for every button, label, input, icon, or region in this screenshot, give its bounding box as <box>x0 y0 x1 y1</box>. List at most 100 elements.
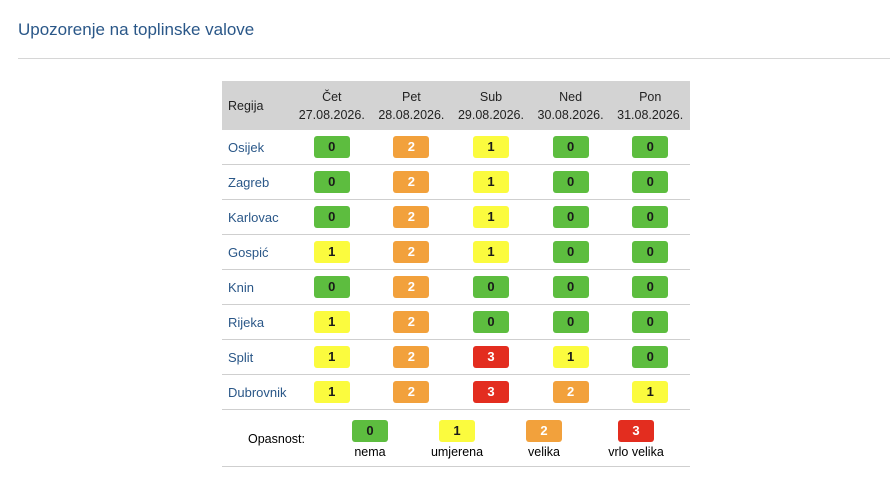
day-date: 30.08.2026. <box>537 107 604 122</box>
table-row: Gospić 1 2 1 0 0 <box>222 234 690 270</box>
warning-level-badge: 0 <box>552 311 589 333</box>
day-date: 29.08.2026. <box>457 107 524 122</box>
warning-cell: 1 <box>610 374 690 410</box>
region-name[interactable]: Dubrovnik <box>222 374 292 410</box>
day-name: Pet <box>402 89 421 104</box>
legend-text: umjerena <box>430 445 484 459</box>
day-name: Čet <box>322 89 342 104</box>
warning-cell: 0 <box>451 269 531 305</box>
day-column-header: Čet 27.08.2026. <box>292 81 372 130</box>
warning-level-badge: 3 <box>472 346 509 368</box>
table-row: Split 1 2 3 1 0 <box>222 339 690 375</box>
warning-cell: 2 <box>371 130 452 165</box>
warning-level-badge: 0 <box>632 346 669 368</box>
warning-cell: 0 <box>292 269 372 305</box>
warning-level-badge: 0 <box>552 206 589 228</box>
warning-cell: 2 <box>371 339 452 375</box>
day-date: 28.08.2026. <box>378 107 445 122</box>
warning-cell: 2 <box>530 374 611 410</box>
warning-level-badge: 1 <box>313 381 350 403</box>
warning-level-badge: 2 <box>393 311 430 333</box>
warning-level-badge: 1 <box>472 171 509 193</box>
warning-level-badge: 2 <box>393 381 430 403</box>
warning-cell: 1 <box>451 234 531 270</box>
legend-text: vrlo velika <box>608 445 664 459</box>
warning-level-badge: 0 <box>632 171 669 193</box>
table-row: Karlovac 0 2 1 0 0 <box>222 199 690 235</box>
warning-level-badge: 0 <box>632 241 669 263</box>
warning-level-badge: 1 <box>313 311 350 333</box>
legend-item-vrlo-velika: 3 vrlo velika <box>596 420 676 460</box>
table-row: Rijeka 1 2 0 0 0 <box>222 304 690 340</box>
legend-text: velika <box>528 445 560 459</box>
warning-cell: 0 <box>610 234 690 270</box>
warning-level-badge: 0 <box>632 206 669 228</box>
legend: Opasnost: 0 nema 1 umjerena 2 velika 3 v… <box>222 410 690 467</box>
region-name[interactable]: Karlovac <box>222 199 292 235</box>
warning-level-badge: 1 <box>313 241 350 263</box>
region-name[interactable]: Knin <box>222 269 292 305</box>
warning-cell: 2 <box>371 199 452 235</box>
warning-cell: 2 <box>371 269 452 305</box>
warning-level-badge: 2 <box>393 206 430 228</box>
warning-cell: 3 <box>451 339 531 375</box>
table-header-row: Regija Čet 27.08.2026. Pet 28.08.2026. S… <box>222 81 690 130</box>
warning-cell: 0 <box>610 130 690 165</box>
day-name: Pon <box>639 89 662 104</box>
warning-cell: 0 <box>451 304 531 340</box>
day-column-header: Pon 31.08.2026. <box>610 81 690 130</box>
warning-level-badge: 1 <box>313 346 350 368</box>
warning-cell: 0 <box>530 199 611 235</box>
warning-level-badge: 2 <box>552 381 589 403</box>
legend-badge: 0 <box>352 420 388 442</box>
page-title: Upozorenje na toplinske valove <box>18 20 255 39</box>
day-column-header: Sub 29.08.2026. <box>451 81 531 130</box>
warning-cell: 1 <box>292 304 372 340</box>
warning-level-badge: 0 <box>552 136 589 158</box>
legend-item-velika: 2 velika <box>504 420 584 460</box>
warning-cell: 0 <box>530 130 611 165</box>
warning-cell: 2 <box>371 304 452 340</box>
warning-cell: 0 <box>530 304 611 340</box>
warning-cell: 1 <box>530 339 611 375</box>
region-name[interactable]: Gospić <box>222 234 292 270</box>
warning-level-badge: 1 <box>472 136 509 158</box>
warning-cell: 1 <box>292 339 372 375</box>
table-body: Osijek 0 2 1 0 0 Zagreb 0 2 1 0 0 Karlovac 0 2 1 0 0 Gospi… <box>222 130 690 410</box>
warning-cell: 1 <box>451 130 531 165</box>
legend-text: nema <box>354 445 386 459</box>
warning-cell: 0 <box>292 164 372 200</box>
warning-level-badge: 1 <box>472 241 509 263</box>
warning-table-container: Regija Čet 27.08.2026. Pet 28.08.2026. S… <box>222 81 690 467</box>
warning-level-badge: 0 <box>313 206 350 228</box>
warning-level-badge: 0 <box>552 241 589 263</box>
region-name[interactable]: Osijek <box>222 130 292 165</box>
day-name: Ned <box>559 89 583 104</box>
warning-level-badge: 2 <box>393 136 430 158</box>
region-name[interactable]: Split <box>222 339 292 375</box>
warning-level-badge: 3 <box>472 381 509 403</box>
legend-label: Opasnost: <box>248 432 305 446</box>
warning-level-badge: 0 <box>632 276 669 298</box>
region-name[interactable]: Zagreb <box>222 164 292 200</box>
warning-level-badge: 0 <box>632 311 669 333</box>
region-column-header: Regija <box>222 81 292 130</box>
day-column-header: Pet 28.08.2026. <box>371 81 452 130</box>
warning-cell: 0 <box>610 164 690 200</box>
day-column-header: Ned 30.08.2026. <box>530 81 611 130</box>
region-name[interactable]: Rijeka <box>222 304 292 340</box>
warning-table: Regija Čet 27.08.2026. Pet 28.08.2026. S… <box>222 81 690 410</box>
warning-cell: 0 <box>610 304 690 340</box>
table-row: Zagreb 0 2 1 0 0 <box>222 164 690 200</box>
warning-cell: 1 <box>451 164 531 200</box>
warning-level-badge: 0 <box>632 136 669 158</box>
legend-badge: 1 <box>439 420 475 442</box>
warning-cell: 2 <box>371 164 452 200</box>
warning-cell: 0 <box>292 199 372 235</box>
day-date: 27.08.2026. <box>298 107 365 122</box>
day-date: 31.08.2026. <box>617 107 684 122</box>
warning-level-badge: 0 <box>313 136 350 158</box>
table-row: Dubrovnik 1 2 3 2 1 <box>222 374 690 410</box>
day-name: Sub <box>479 89 503 104</box>
